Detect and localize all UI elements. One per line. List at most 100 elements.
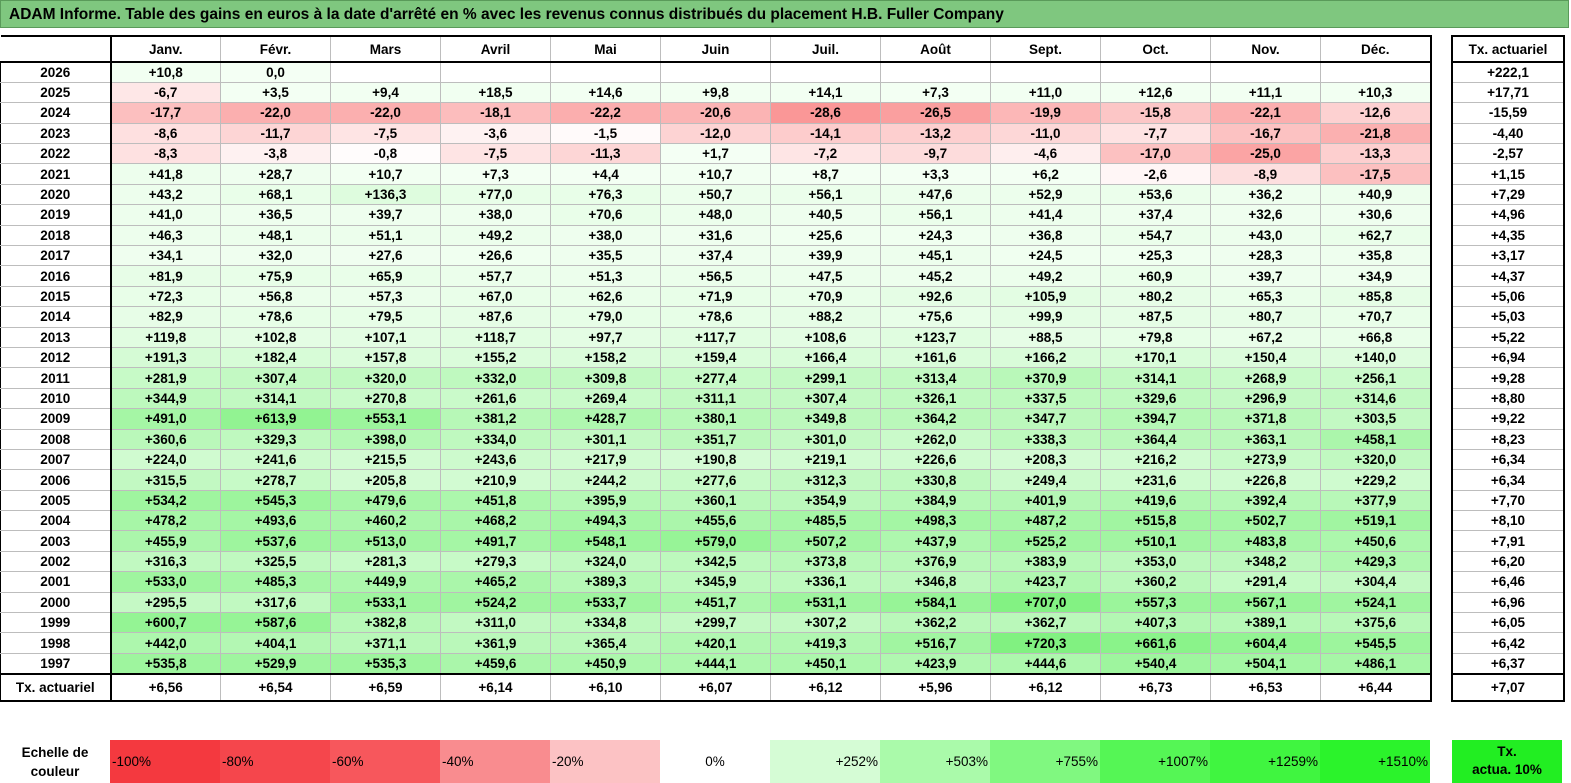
table-cell: +79,0 [550,306,661,328]
table-cell: +515,8 [1100,510,1211,532]
side-cell: -15,59 [1451,102,1565,124]
table-cell: +226,8 [1210,469,1321,491]
table-cell: +375,6 [1320,612,1432,634]
table-cell [330,60,441,83]
table-cell: +97,7 [550,326,661,348]
table-cell: +449,9 [330,571,441,593]
table-cell: +70,9 [770,285,881,308]
table-cell: +579,0 [660,530,771,552]
table-row: 2024 -17,7 -22,0 -22,0 -18,1 -22,2 -20,6 -28,6-… [0,102,1432,124]
table-cell: +347,7 [990,408,1101,430]
table-cell: +43,0 [1210,224,1321,247]
side-cell: +6,34 [1451,448,1565,471]
table-cell: +262,0 [880,428,991,450]
side-row: +1,15 [1451,163,1565,185]
row-year: 2009 [0,408,112,430]
table-cell [550,60,661,83]
table-cell: +243,6 [440,448,551,471]
column-header-12: Déc. [1320,35,1432,63]
table-cell: +190,8 [660,448,771,471]
table-cell: +87,6 [440,306,551,328]
table-cell: +360,1 [660,489,771,512]
side-cell: +6,94 [1451,346,1565,369]
table-cell: +47,6 [880,183,991,206]
row-year: 2025 [0,81,112,104]
row-year: 2016 [0,265,112,287]
table-cell: +12,6 [1100,81,1211,104]
side-cell: +6,42 [1451,632,1565,654]
table-cell: +28,3 [1210,245,1321,267]
table-cell: -18,1 [440,102,551,124]
side-cell: +222,1 [1451,61,1565,83]
table-cell: +78,6 [660,306,771,328]
table-cell: +303,5 [1320,408,1432,430]
row-year: 2019 [0,204,112,226]
row-year: 2004 [0,510,112,532]
table-cell: +545,3 [220,489,331,512]
table-cell: +25,6 [770,224,881,247]
table-cell: +217,9 [550,448,661,471]
table-cell: +450,6 [1320,530,1432,552]
table-cell: +80,7 [1210,306,1321,328]
table-cell: +348,2 [1210,550,1321,573]
table-row: 2026 +10,8 0,0 [0,60,1432,83]
footer-cell: +6,12 [770,672,881,702]
table-cell: +166,4 [770,346,881,369]
column-header-9: Sept. [990,35,1101,63]
table-cell: +373,8 [770,550,881,573]
table-cell: +494,3 [550,510,661,532]
table-cell: +78,6 [220,306,331,328]
table-cell: +404,1 [220,632,331,654]
column-header-5: Mai [550,35,661,63]
table-cell: +349,8 [770,408,881,430]
table-cell: -0,8 [330,143,441,165]
table-cell: +75,9 [220,265,331,287]
table-cell: +535,3 [330,652,441,675]
table-cell: +261,6 [440,387,551,410]
table-cell: -17,0 [1100,143,1211,165]
table-cell: +79,8 [1100,326,1211,348]
table-cell: +707,0 [990,591,1101,614]
table-cell: +117,7 [660,326,771,348]
table-cell: +140,0 [1320,346,1432,369]
table-cell: +79,5 [330,306,441,328]
side-row: +5,03 [1451,306,1565,328]
table-cell: +38,0 [440,204,551,226]
table-cell: -7,5 [440,143,551,165]
table-cell: +312,3 [770,469,881,491]
row-year: 2001 [0,571,112,593]
table-cell: +524,1 [1320,591,1432,614]
table-cell: +429,3 [1320,550,1432,573]
row-year: 2007 [0,448,112,471]
table-cell: -22,1 [1210,102,1321,124]
table-cell: +108,6 [770,326,881,348]
side-header-row: Tx. actuariel [1451,35,1565,63]
table-cell: +401,9 [990,489,1101,512]
table-cell: +57,3 [330,285,441,308]
side-cell: +6,96 [1451,591,1565,614]
table-cell: +60,9 [1100,265,1211,287]
table-cell: +53,6 [1100,183,1211,206]
table-cell: +45,2 [880,265,991,287]
table-cell: +377,9 [1320,489,1432,512]
table-cell: +324,0 [550,550,661,573]
side-row: -4,40 [1451,122,1565,145]
row-year: 2000 [0,591,112,614]
row-year: 2015 [0,285,112,308]
table-cell: +299,7 [660,612,771,634]
table-cell: 0,0 [220,60,331,83]
table-cell: +531,1 [770,591,881,614]
side-row: +6,42 [1451,632,1565,654]
table-cell: +329,6 [1100,387,1211,410]
table-cell: +87,5 [1100,306,1211,328]
table-cell: +41,4 [990,204,1101,226]
side-cell: +7,91 [1451,530,1565,552]
table-cell: +507,2 [770,530,881,552]
side-row: +4,35 [1451,224,1565,247]
table-cell: +478,2 [110,510,221,532]
table-cell: +419,6 [1100,489,1211,512]
side-row: +6,34 [1451,448,1565,471]
column-header-11: Nov. [1210,35,1321,63]
row-year: 2011 [0,367,112,389]
table-cell: -14,1 [770,122,881,145]
